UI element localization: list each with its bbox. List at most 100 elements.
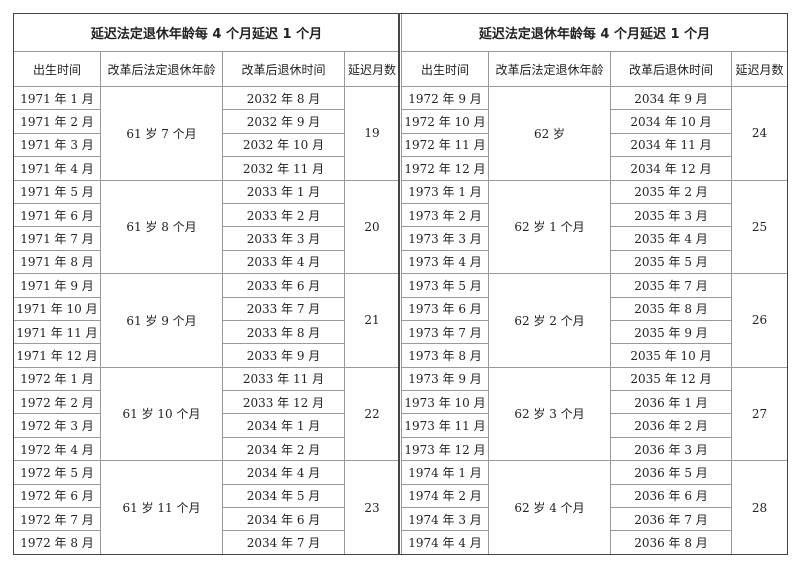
retirement-age-cell: 62 岁 3 个月	[488, 366, 611, 462]
header-row: 出生时间 改革后法定退休年龄 改革后退休时间 延迟月数	[13, 51, 400, 87]
birth-date-cell: 1974 年 2 月	[401, 483, 489, 509]
retirement-date-cell: 2033 年 4 月	[222, 249, 345, 275]
delay-months-cell: 24	[731, 86, 788, 181]
birth-date-cell: 1972 年 4 月	[13, 436, 101, 462]
delay-months-cell: 21	[344, 273, 400, 368]
table-row: 1974 年 4 月 2036 年 8 月	[401, 530, 788, 555]
birth-date-cell: 1973 年 6 月	[401, 296, 489, 321]
table-row: 1973 年 4 月 2035 年 5 月	[401, 249, 788, 275]
table-row: 1973 年 9 月 62 岁 3 个月 2035 年 12 月 27	[401, 366, 788, 462]
table-row: 1971 年 12 月 2033 年 9 月	[13, 343, 400, 368]
table-row: 1971 年 7 月 2033 年 3 月	[13, 226, 400, 251]
retirement-date-cell: 2035 年 10 月	[610, 343, 732, 368]
birth-date-cell: 1973 年 4 月	[401, 249, 489, 275]
retirement-date-cell: 2033 年 1 月	[222, 179, 345, 204]
birth-date-cell: 1972 年 12 月	[401, 156, 489, 181]
table-row: 1973 年 10 月 2036 年 1 月	[401, 390, 788, 415]
retirement-table-left: 延迟法定退休年龄每 4 个月延迟 1 个月 出生时间 改革后法定退休年龄 改革后退休时…	[13, 13, 400, 555]
table-row: 1973 年 8 月 2035 年 10 月	[401, 343, 788, 368]
birth-date-cell: 1971 年 10 月	[13, 296, 101, 321]
delay-months-cell: 22	[344, 366, 400, 462]
table-row: 1971 年 11 月 2033 年 8 月	[13, 319, 400, 345]
table-row: 1971 年 2 月 2032 年 9 月	[13, 109, 400, 134]
retirement-date-cell: 2034 年 10 月	[610, 109, 732, 134]
birth-date-cell: 1974 年 1 月	[401, 460, 489, 485]
header-retirement-age: 改革后法定退休年龄	[488, 51, 611, 87]
retirement-date-cell: 2032 年 9 月	[222, 109, 345, 134]
retirement-date-cell: 2034 年 2 月	[222, 436, 345, 462]
birth-date-cell: 1973 年 7 月	[401, 319, 489, 345]
retirement-age-cell: 61 岁 8 个月	[100, 179, 223, 275]
retirement-date-cell: 2035 年 7 月	[610, 273, 732, 298]
table-row: 1974 年 1 月 62 岁 4 个月 2036 年 5 月 28	[401, 460, 788, 555]
birth-date-cell: 1971 年 7 月	[13, 226, 101, 251]
birth-date-cell: 1973 年 3 月	[401, 226, 489, 251]
retirement-date-cell: 2035 年 8 月	[610, 296, 732, 321]
retirement-date-cell: 2032 年 10 月	[222, 132, 345, 158]
retirement-date-cell: 2034 年 12 月	[610, 156, 732, 181]
delay-months-cell: 28	[731, 460, 788, 555]
retirement-age-cell: 61 岁 7 个月	[100, 86, 223, 181]
birth-date-cell: 1973 年 10 月	[401, 390, 489, 415]
retirement-date-cell: 2036 年 3 月	[610, 436, 732, 462]
retirement-age-cell: 62 岁 4 个月	[488, 460, 611, 555]
retirement-date-cell: 2034 年 1 月	[222, 413, 345, 438]
table-row: 1972 年 6 月 2034 年 5 月	[13, 483, 400, 509]
birth-date-cell: 1973 年 12 月	[401, 436, 489, 462]
birth-date-cell: 1972 年 11 月	[401, 132, 489, 158]
retirement-date-cell: 2033 年 2 月	[222, 202, 345, 228]
birth-date-cell: 1971 年 5 月	[13, 179, 101, 204]
birth-date-cell: 1973 年 1 月	[401, 179, 489, 204]
table-row: 1973 年 3 月 2035 年 4 月	[401, 226, 788, 251]
retirement-date-cell: 2036 年 7 月	[610, 507, 732, 532]
retirement-date-cell: 2032 年 8 月	[222, 85, 345, 111]
birth-date-cell: 1973 年 2 月	[401, 202, 489, 228]
header-birth-date: 出生时间	[13, 51, 101, 87]
retirement-date-cell: 2033 年 8 月	[222, 319, 345, 345]
birth-date-cell: 1971 年 8 月	[13, 249, 101, 275]
table-row: 1973 年 7 月 2035 年 9 月	[401, 319, 788, 345]
birth-date-cell: 1972 年 10 月	[401, 109, 489, 134]
retirement-age-cell: 62 岁 2 个月	[488, 273, 611, 368]
birth-date-cell: 1973 年 9 月	[401, 366, 489, 392]
table-row: 1973 年 11 月 2036 年 2 月	[401, 413, 788, 438]
retirement-date-cell: 2035 年 12 月	[610, 366, 732, 392]
table-row: 1971 年 3 月 2032 年 10 月	[13, 132, 400, 158]
retirement-date-cell: 2036 年 8 月	[610, 530, 732, 555]
header-birth-date: 出生时间	[401, 51, 489, 87]
delay-months-cell: 25	[731, 179, 788, 275]
table-row: 1973 年 12 月 2036 年 3 月	[401, 436, 788, 462]
table-row: 1972 年 2 月 2033 年 12 月	[13, 390, 400, 415]
title-row: 延迟法定退休年龄每 4 个月延迟 1 个月	[13, 13, 400, 52]
table-title: 延迟法定退休年龄每 4 个月延迟 1 个月	[13, 13, 400, 52]
table-separator	[398, 13, 400, 554]
birth-date-cell: 1971 年 4 月	[13, 156, 101, 181]
table-row: 1971 年 1 月 61 岁 7 个月 2032 年 8 月 19	[13, 85, 400, 181]
retirement-date-cell: 2034 年 5 月	[222, 483, 345, 509]
birth-date-cell: 1974 年 4 月	[401, 530, 489, 555]
birth-date-cell: 1973 年 8 月	[401, 343, 489, 368]
delay-months-cell: 20	[344, 179, 400, 275]
retirement-date-cell: 2035 年 3 月	[610, 202, 732, 228]
table-row: 1971 年 10 月 2033 年 7 月	[13, 296, 400, 321]
retirement-date-cell: 2032 年 11 月	[222, 156, 345, 181]
birth-date-cell: 1974 年 3 月	[401, 507, 489, 532]
header-delay-months: 延迟月数	[344, 51, 400, 87]
retirement-table-right: 延迟法定退休年龄每 4 个月延迟 1 个月 出生时间 改革后法定退休年龄 改革后退休时…	[401, 13, 788, 555]
birth-date-cell: 1972 年 5 月	[13, 460, 101, 485]
birth-date-cell: 1972 年 9 月	[401, 85, 489, 111]
retirement-date-cell: 2036 年 2 月	[610, 413, 732, 438]
retirement-date-cell: 2036 年 5 月	[610, 460, 732, 485]
table-row: 1973 年 5 月 62 岁 2 个月 2035 年 7 月 26	[401, 273, 788, 368]
table-row: 1971 年 9 月 61 岁 9 个月 2033 年 6 月 21	[13, 273, 400, 368]
retirement-date-cell: 2034 年 11 月	[610, 132, 732, 158]
delay-months-cell: 23	[344, 460, 400, 555]
retirement-date-cell: 2035 年 2 月	[610, 179, 732, 204]
birth-date-cell: 1971 年 12 月	[13, 343, 101, 368]
table-row: 1972 年 4 月 2034 年 2 月	[13, 436, 400, 462]
birth-date-cell: 1973 年 5 月	[401, 273, 489, 298]
retirement-date-cell: 2035 年 4 月	[610, 226, 732, 251]
retirement-date-cell: 2034 年 6 月	[222, 507, 345, 532]
title-row: 延迟法定退休年龄每 4 个月延迟 1 个月	[401, 13, 788, 52]
birth-date-cell: 1971 年 9 月	[13, 273, 101, 298]
